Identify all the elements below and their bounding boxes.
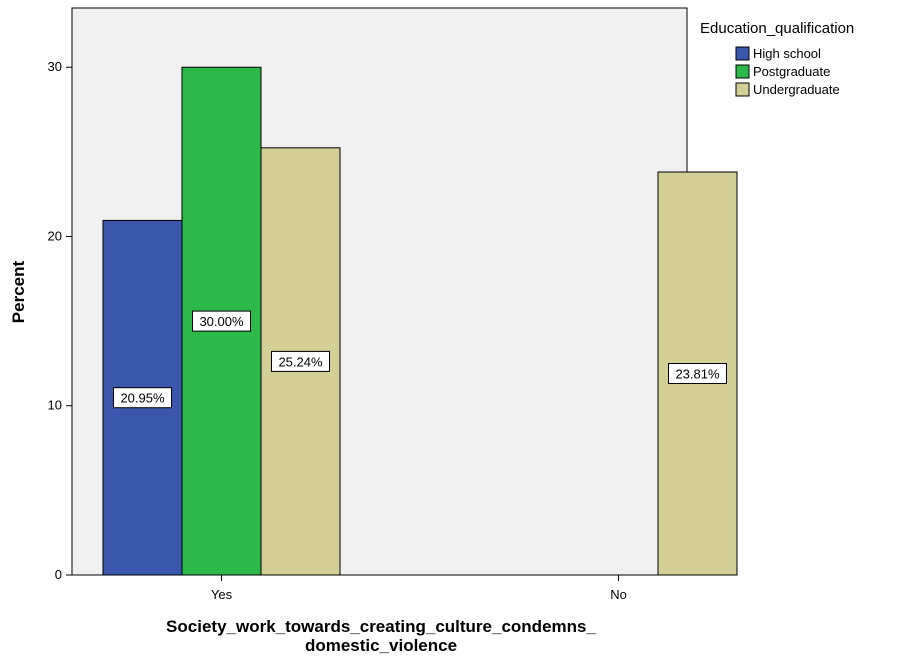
legend-swatch-undergraduate bbox=[735, 82, 750, 97]
y-tick-label: 0 bbox=[55, 567, 62, 582]
data-label-box bbox=[668, 363, 727, 385]
legend: High school Postgraduate Undergraduate bbox=[735, 46, 840, 97]
data-label: 30.00% bbox=[199, 314, 244, 329]
data-label-box bbox=[192, 310, 251, 332]
legend-label-postgraduate: Postgraduate bbox=[753, 64, 830, 79]
y-axis: 0 10 20 30 bbox=[48, 59, 72, 582]
data-label-box bbox=[113, 387, 172, 409]
data-label: 20.95% bbox=[120, 391, 165, 406]
legend-title: Education_qualification bbox=[700, 20, 854, 37]
x-axis-title-line1: Society_work_towards_creating_culture_co… bbox=[166, 617, 596, 636]
y-axis-title: Percent bbox=[9, 260, 28, 323]
x-tick-label: No bbox=[610, 587, 627, 602]
y-tick-label: 20 bbox=[48, 228, 62, 243]
legend-swatch-postgraduate bbox=[735, 64, 750, 79]
legend-label-undergraduate: Undergraduate bbox=[753, 82, 840, 97]
data-label: 25.24% bbox=[278, 354, 323, 369]
legend-label-high-school: High school bbox=[753, 46, 821, 61]
legend-swatch-high-school bbox=[735, 46, 750, 61]
bars-group: 20.95% 30.00% 25.24% 23.81% bbox=[102, 66, 738, 576]
x-tick-label: Yes bbox=[211, 587, 233, 602]
x-axis-title-line2: domestic_violence bbox=[305, 636, 457, 655]
y-tick-label: 30 bbox=[48, 59, 62, 74]
y-tick-label: 10 bbox=[48, 398, 62, 413]
x-axis: Yes No bbox=[211, 575, 627, 602]
data-label-box bbox=[271, 350, 330, 372]
data-label: 23.81% bbox=[675, 367, 720, 382]
